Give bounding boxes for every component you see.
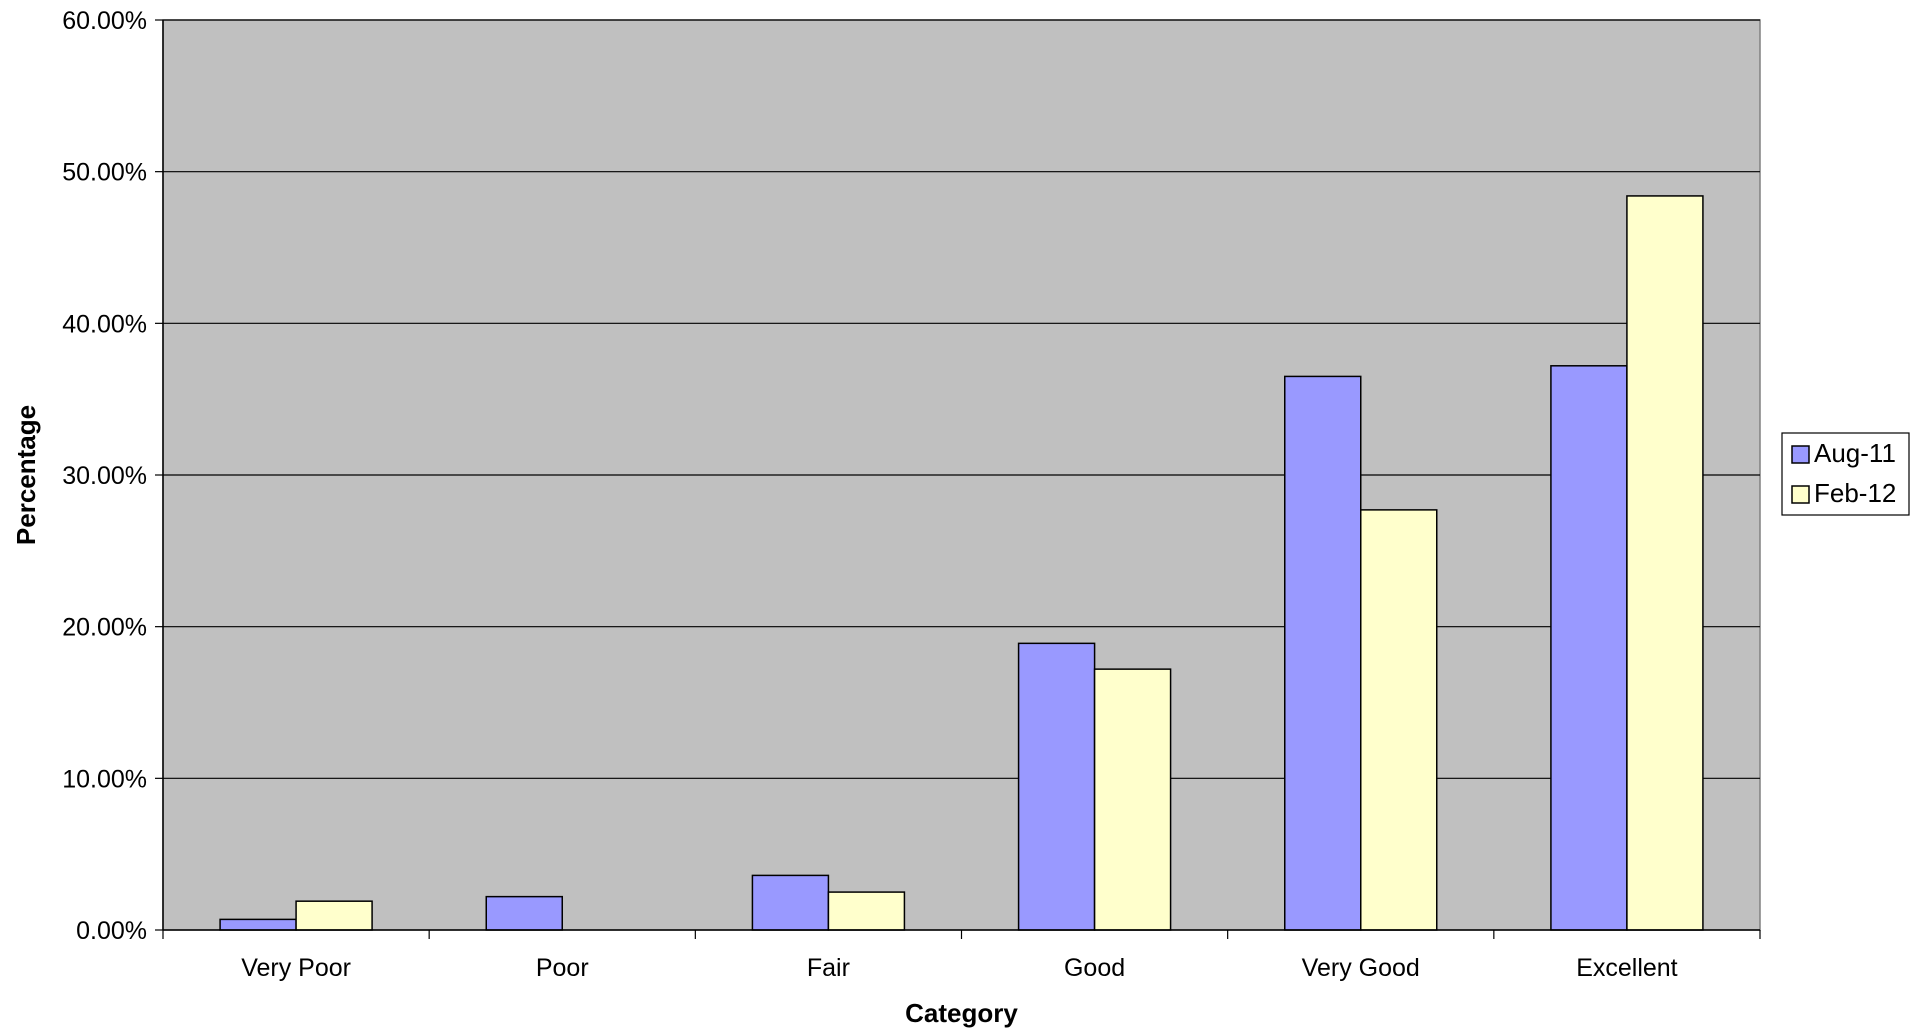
legend: Aug-11 Feb-12 — [1781, 432, 1910, 516]
bar-feb-12-good — [1093, 668, 1172, 931]
bar-aug-11-fair — [751, 874, 830, 931]
y-tick-label: 40.00% — [62, 310, 147, 338]
y-tick-label: 10.00% — [62, 765, 147, 793]
x-axis-title: Category — [905, 998, 1018, 1028]
y-tick-label: 0.00% — [76, 917, 147, 945]
y-axis-title: Percentage — [11, 405, 41, 545]
x-tick-label: Fair — [807, 954, 850, 982]
x-tick-label: Very Good — [1302, 954, 1420, 982]
bar-feb-12-excellent — [1626, 195, 1704, 931]
x-tick-label: Good — [1064, 954, 1125, 982]
y-tick-labels: 0.00% 10.00% 20.00% 30.00% 40.00% 50.00% 60.00… — [62, 7, 147, 945]
bar-aug-11-very-good — [1284, 375, 1362, 931]
x-tick-label: Excellent — [1576, 954, 1677, 982]
bar-feb-12-very-poor — [295, 900, 373, 931]
bars — [219, 195, 1704, 931]
bar-aug-11-poor — [485, 895, 563, 931]
bar-aug-11-good — [1017, 642, 1096, 931]
legend-label: Feb-12 — [1814, 478, 1896, 508]
bar-aug-11-very-poor — [219, 918, 297, 931]
bar-feb-12-fair — [827, 891, 906, 931]
x-tick-labels: Very Poor Poor Fair Good Very Good Excellent — [241, 954, 1677, 982]
y-tick-label: 30.00% — [62, 462, 147, 490]
bar-feb-12-very-good — [1360, 509, 1438, 931]
legend-label: Aug-11 — [1814, 438, 1896, 468]
x-tick-label: Very Poor — [241, 954, 351, 982]
y-tick-label: 50.00% — [62, 159, 147, 187]
legend-swatch — [1791, 445, 1810, 464]
gridlines — [163, 19, 1760, 779]
legend-swatch — [1791, 485, 1810, 504]
bar-aug-11-excellent — [1550, 365, 1628, 931]
y-tick-label: 20.00% — [62, 614, 147, 642]
x-tick-label: Poor — [536, 954, 589, 982]
y-tick-label: 60.00% — [62, 7, 147, 35]
axes — [155, 19, 1761, 939]
